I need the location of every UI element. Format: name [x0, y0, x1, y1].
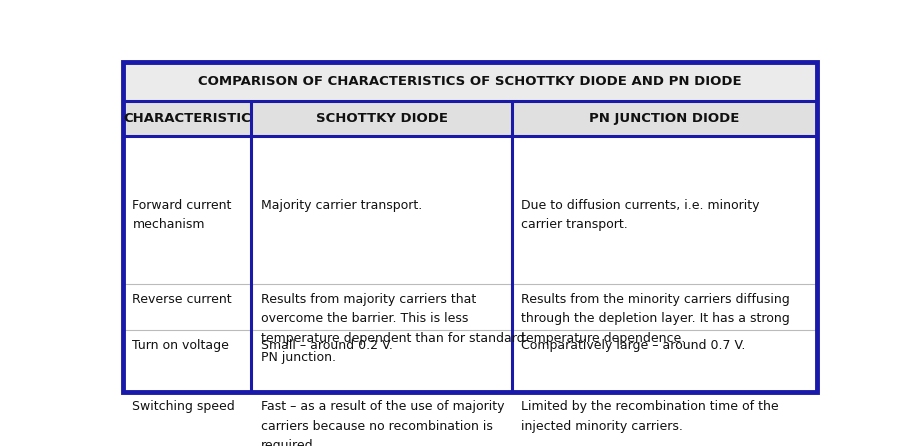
Text: Small – around 0.2 V.: Small – around 0.2 V. — [260, 339, 392, 352]
Text: COMPARISON OF CHARACTERISTICS OF SCHOTTKY DIODE AND PN DIODE: COMPARISON OF CHARACTERISTICS OF SCHOTTK… — [198, 75, 742, 88]
Text: Reverse current: Reverse current — [132, 293, 232, 306]
Text: SCHOTTKY DIODE: SCHOTTKY DIODE — [315, 112, 447, 125]
Text: Results from majority carriers that
overcome the barrier. This is less
temperatu: Results from majority carriers that over… — [260, 293, 525, 364]
Text: CHARACTERISTIC: CHARACTERISTIC — [124, 112, 251, 125]
Text: Due to diffusion currents, i.e. minority
carrier transport.: Due to diffusion currents, i.e. minority… — [521, 198, 759, 231]
Text: Fast – as a result of the use of majority
carriers because no recombination is
r: Fast – as a result of the use of majorit… — [260, 401, 504, 446]
Bar — [123, 284, 817, 378]
Bar — [123, 392, 817, 446]
Bar — [123, 101, 817, 136]
Text: Switching speed: Switching speed — [132, 401, 235, 413]
Text: Comparatively large – around 0.7 V.: Comparatively large – around 0.7 V. — [521, 339, 746, 352]
Text: Forward current
mechanism: Forward current mechanism — [132, 198, 232, 231]
Text: PN JUNCTION DIODE: PN JUNCTION DIODE — [589, 112, 739, 125]
Text: Turn on voltage: Turn on voltage — [132, 339, 229, 352]
Text: Results from the minority carriers diffusing
through the depletion layer. It has: Results from the minority carriers diffu… — [521, 293, 790, 345]
Bar — [123, 190, 817, 244]
Text: Majority carrier transport.: Majority carrier transport. — [260, 198, 422, 211]
Text: Limited by the recombination time of the
injected minority carriers.: Limited by the recombination time of the… — [521, 401, 779, 433]
Bar — [123, 62, 817, 101]
Bar — [123, 330, 817, 376]
